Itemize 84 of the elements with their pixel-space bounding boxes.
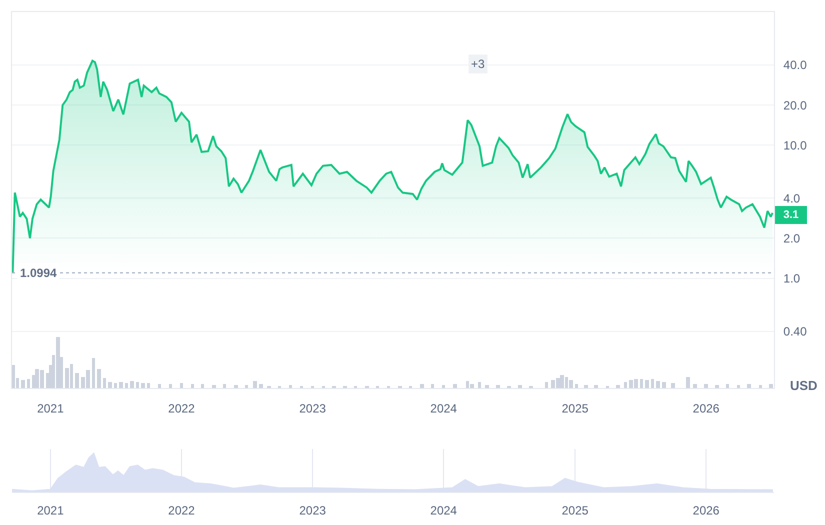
- x-tick-label: 2023: [299, 401, 326, 416]
- y-axis-title: USD: [790, 378, 818, 393]
- x-tick-label: 2024: [430, 503, 458, 518]
- bar: [201, 384, 204, 388]
- y-tick-label: 10.0: [783, 138, 808, 152]
- bar: [103, 378, 106, 388]
- bar: [662, 382, 666, 388]
- bar: [726, 384, 729, 388]
- bar: [56, 337, 60, 388]
- bar: [671, 383, 675, 388]
- bar: [478, 382, 481, 388]
- bar: [496, 385, 500, 388]
- bar: [65, 368, 69, 388]
- bar: [245, 385, 248, 388]
- bar: [485, 385, 489, 388]
- bar: [686, 377, 690, 388]
- bar: [759, 385, 762, 388]
- bar: [769, 384, 773, 388]
- bar: [212, 385, 216, 388]
- x-tick-label: 2025: [562, 503, 589, 518]
- bar: [575, 384, 578, 388]
- bar: [119, 382, 123, 388]
- bar: [147, 383, 150, 388]
- bar: [545, 382, 548, 388]
- bar: [108, 382, 112, 388]
- x-tick-label: 2022: [168, 401, 196, 416]
- x-tick-label: 2024: [430, 401, 458, 416]
- bar: [130, 381, 134, 388]
- bar: [594, 385, 598, 388]
- bar: [141, 383, 145, 388]
- bar: [92, 358, 95, 388]
- bar: [125, 383, 128, 388]
- bar: [704, 384, 708, 388]
- bar: [645, 380, 649, 388]
- bar: [223, 384, 226, 388]
- bar: [27, 379, 30, 388]
- bar: [289, 385, 292, 388]
- bar: [569, 380, 573, 388]
- bar: [169, 384, 172, 388]
- y-tick-label: 4.0: [783, 191, 800, 206]
- ref-line-label: 1.0994: [20, 266, 58, 280]
- bar: [693, 384, 697, 388]
- annotation: +3: [471, 57, 486, 71]
- bar: [114, 383, 117, 388]
- bar: [747, 384, 751, 388]
- bar: [470, 384, 474, 388]
- bar: [651, 379, 654, 388]
- x-tick-label: 2026: [692, 503, 720, 518]
- bar: [640, 379, 643, 388]
- bar: [259, 384, 263, 388]
- y-tick-label: 2.0: [783, 231, 800, 246]
- bar: [442, 385, 445, 388]
- bar: [97, 369, 101, 388]
- y-tick-label: 40.0: [783, 58, 808, 72]
- x-tick-label: 2023: [299, 503, 326, 518]
- bar: [453, 384, 457, 388]
- x-tick-label: 2022: [168, 503, 196, 518]
- bar: [584, 385, 588, 388]
- bar: [518, 385, 522, 388]
- y-tick-label: 1.0: [783, 272, 800, 286]
- bar: [560, 375, 564, 388]
- annotation: 3.1: [783, 209, 799, 221]
- bar: [21, 380, 25, 388]
- x-tick-label: 2021: [37, 503, 64, 518]
- bar: [737, 385, 740, 388]
- bar: [656, 381, 660, 388]
- y-tick-label: 20.0: [783, 98, 808, 112]
- bar: [234, 385, 238, 388]
- bar: [420, 384, 424, 388]
- bar: [158, 384, 161, 388]
- bar: [191, 384, 194, 388]
- bar: [136, 382, 139, 388]
- y-tick-label: 0.40: [783, 324, 808, 338]
- bar: [180, 383, 183, 388]
- bar: [253, 381, 257, 388]
- bar: [624, 382, 627, 388]
- bar: [431, 384, 434, 388]
- bar: [75, 373, 79, 388]
- bar: [12, 365, 15, 388]
- x-tick-label: 2025: [562, 401, 589, 416]
- x-tick-label: 2021: [37, 401, 64, 416]
- x-tick-label: 2026: [692, 401, 720, 416]
- bar: [715, 385, 719, 388]
- bar: [616, 385, 620, 388]
